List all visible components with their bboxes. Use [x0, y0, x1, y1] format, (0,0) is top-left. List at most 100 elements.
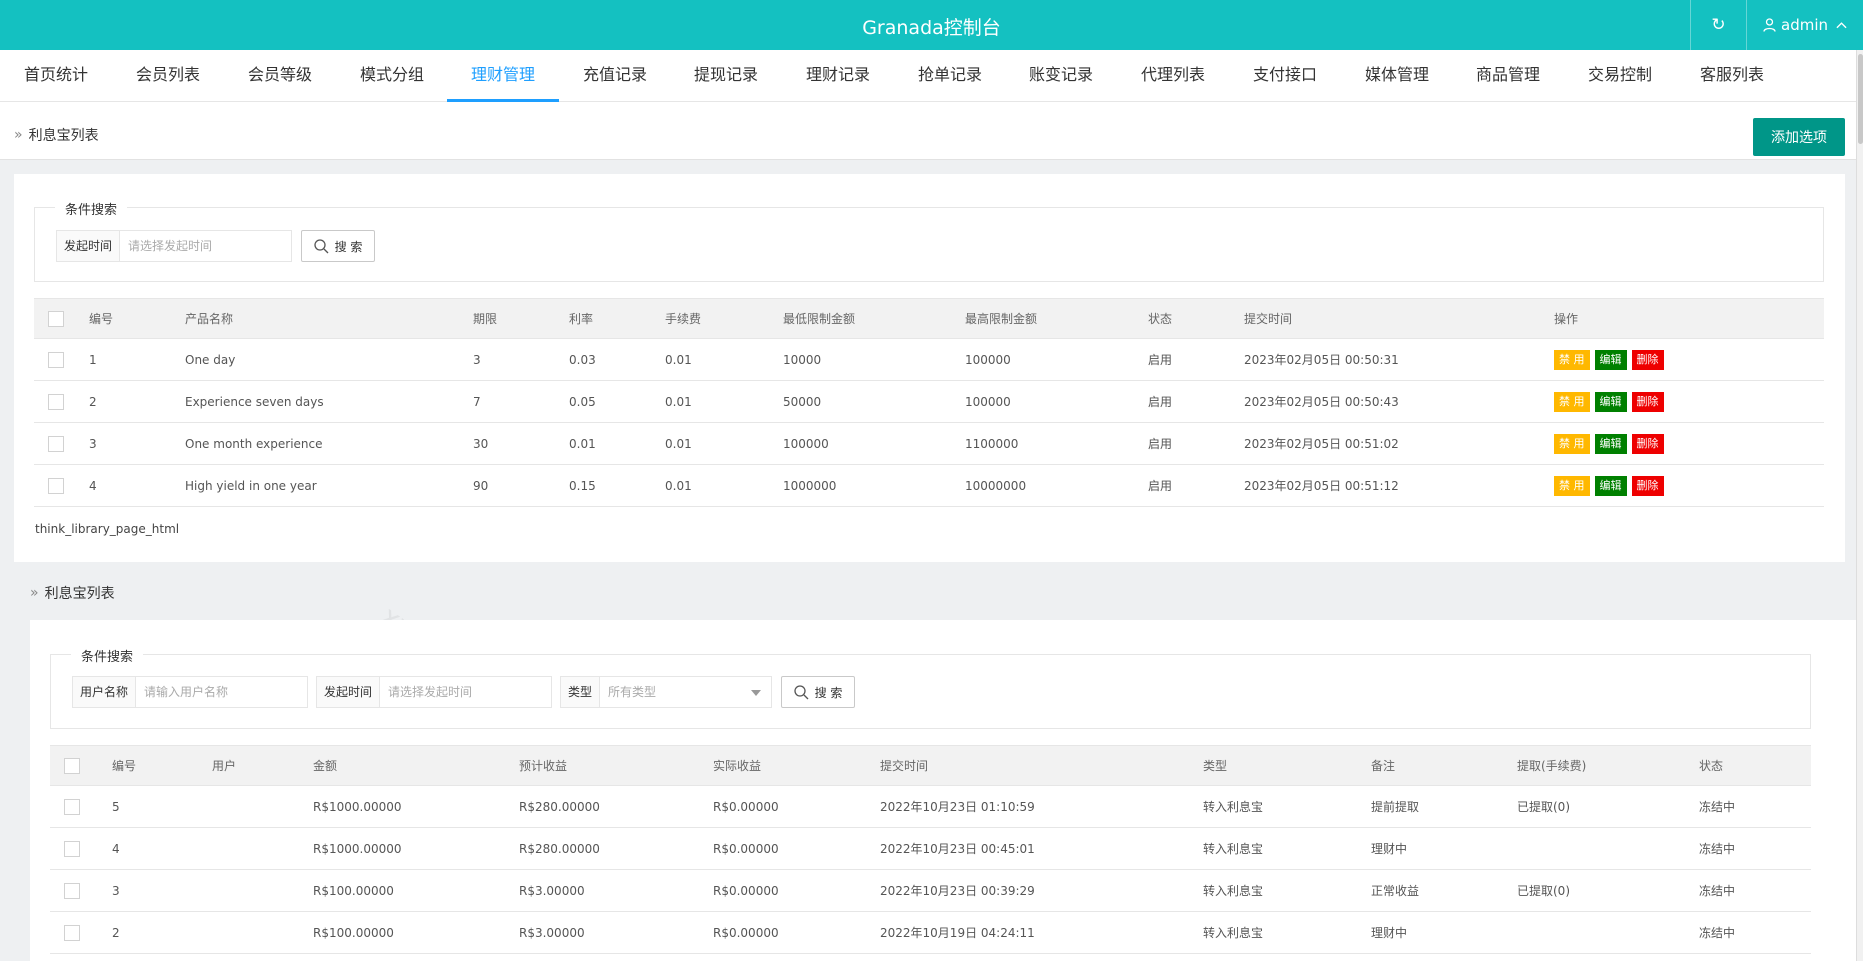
table-cell: R$0.00000 [713, 869, 880, 912]
table-cell: 0.05 [569, 380, 665, 423]
nav-item[interactable]: 媒体管理 [1364, 65, 1429, 84]
table-cell: R$1000.00000 [313, 785, 519, 828]
table-cell: R$3.00000 [519, 869, 713, 912]
user-icon [1763, 18, 1776, 32]
row-select-cell [50, 827, 112, 870]
search-icon [793, 684, 809, 699]
row-checkbox[interactable] [64, 840, 80, 857]
select-all-checkbox[interactable] [48, 310, 64, 327]
disable-button[interactable]: 禁 用 [1554, 349, 1590, 370]
table-cell: 30 [473, 422, 569, 465]
row-checkbox[interactable] [48, 435, 64, 452]
nav-item[interactable]: 会员等级 [247, 65, 312, 84]
row-select-cell [34, 380, 89, 423]
nav-item[interactable]: 账变记录 [1028, 65, 1093, 84]
refresh-button[interactable]: ↻ [1690, 0, 1746, 50]
actions-cell: 禁 用编辑 删除 [1554, 338, 1824, 381]
edit-button[interactable]: 编辑 [1594, 433, 1627, 454]
nav-item[interactable]: 模式分组 [359, 65, 424, 84]
search-button-label: 搜 索 [814, 685, 843, 700]
column-header: 产品名称 [185, 298, 473, 339]
scrollbar-thumb[interactable] [1858, 54, 1863, 144]
column-header: 预计收益 [519, 745, 713, 786]
nav-item[interactable]: 支付接口 [1252, 65, 1317, 84]
edit-button[interactable]: 编辑 [1594, 349, 1627, 370]
column-header: 提交时间 [1244, 298, 1554, 339]
nav-item[interactable]: 代理列表 [1140, 65, 1205, 84]
table-cell: 启用 [1148, 338, 1244, 381]
chevron-up-icon [1836, 22, 1847, 29]
date-input[interactable] [380, 677, 551, 707]
delete-button[interactable]: 删除 [1631, 349, 1664, 370]
search-button[interactable]: 搜 索 [781, 676, 855, 708]
table-cell [212, 869, 313, 912]
date-input[interactable] [120, 231, 291, 261]
nav-item[interactable]: 理财记录 [805, 65, 870, 84]
table-cell: 冻结中 [1699, 911, 1811, 954]
disable-button[interactable]: 禁 用 [1554, 391, 1590, 412]
nav-item[interactable]: 提现记录 [693, 65, 758, 84]
delete-button[interactable]: 删除 [1631, 433, 1664, 454]
delete-button[interactable]: 删除 [1631, 475, 1664, 496]
scrollbar[interactable] [1856, 50, 1863, 961]
table-cell: 2022年10月23日 00:39:29 [880, 869, 1203, 912]
disable-button[interactable]: 禁 用 [1554, 475, 1590, 496]
row-checkbox[interactable] [64, 924, 80, 941]
nav-item[interactable]: 客服列表 [1699, 65, 1764, 84]
refresh-icon: ↻ [1711, 15, 1726, 35]
add-option-button[interactable]: 添加选项 [1753, 118, 1845, 156]
app-title: Granada控制台 [862, 17, 1001, 39]
disable-button[interactable]: 禁 用 [1554, 433, 1590, 454]
date-filter: 发起时间 [316, 676, 552, 708]
table-cell: 100000 [965, 338, 1148, 381]
table-cell [212, 827, 313, 870]
search-fieldset: 条件搜索 发起时间 搜 索 [34, 199, 1824, 282]
date-filter-label: 发起时间 [317, 677, 381, 707]
column-header: 操作 [1554, 298, 1824, 339]
row-checkbox[interactable] [48, 477, 64, 494]
delete-button[interactable]: 删除 [1631, 391, 1664, 412]
nav-item[interactable]: 会员列表 [135, 65, 200, 84]
breadcrumb-label: 利息宝列表 [28, 128, 99, 144]
table-cell: 90 [473, 464, 569, 507]
type-select[interactable]: 所有类型 [600, 677, 771, 707]
search-icon [313, 238, 329, 253]
nav-item[interactable]: 首页统计 [23, 65, 88, 84]
row-checkbox[interactable] [48, 393, 64, 410]
table-cell: 正常收益 [1371, 869, 1517, 912]
table-row: 3 R$100.00000 R$3.00000 R$0.00000 2022年10月23… [50, 869, 1811, 912]
edit-button[interactable]: 编辑 [1594, 391, 1627, 412]
nav-item[interactable]: 商品管理 [1475, 65, 1540, 84]
table-row: 4 High yield in one year 90 0.15 0.01 1000000… [34, 464, 1824, 507]
user-menu[interactable]: admin [1746, 0, 1863, 50]
table-cell: 1000000 [783, 464, 965, 507]
search-button[interactable]: 搜 索 [301, 230, 375, 262]
nav-item[interactable]: 抢单记录 [917, 65, 982, 84]
row-select-cell [34, 422, 89, 465]
nav-item[interactable]: 交易控制 [1587, 65, 1652, 84]
table-cell: 已提取(0) [1517, 869, 1699, 912]
column-header: 备注 [1371, 745, 1517, 786]
table-cell: 2023年02月05日 00:50:43 [1244, 380, 1554, 423]
select-all-checkbox[interactable] [64, 757, 80, 774]
table-cell: 冻结中 [1699, 869, 1811, 912]
table-cell [212, 785, 313, 828]
edit-button[interactable]: 编辑 [1594, 475, 1627, 496]
user-input[interactable] [136, 677, 307, 707]
search-fieldset: 条件搜索 用户名称 发起时间 类型 所有类型 搜 索 [50, 646, 1811, 729]
table-cell: 3 [473, 338, 569, 381]
column-header: 编号 [89, 298, 185, 339]
table-cell: 4 [89, 464, 185, 507]
table-cell: 冻结中 [1699, 827, 1811, 870]
row-checkbox[interactable] [64, 798, 80, 815]
search-legend: 条件搜索 [55, 199, 128, 218]
table-cell: 理财中 [1371, 911, 1517, 954]
row-checkbox[interactable] [48, 351, 64, 368]
row-checkbox[interactable] [64, 882, 80, 899]
table-cell: 3 [112, 869, 212, 912]
nav-item[interactable]: 理财管理 [447, 50, 559, 102]
column-header: 最高限制金额 [965, 298, 1148, 339]
breadcrumb-label: 利息宝列表 [44, 586, 115, 602]
row-select-cell [50, 869, 112, 912]
nav-item[interactable]: 充值记录 [582, 65, 647, 84]
